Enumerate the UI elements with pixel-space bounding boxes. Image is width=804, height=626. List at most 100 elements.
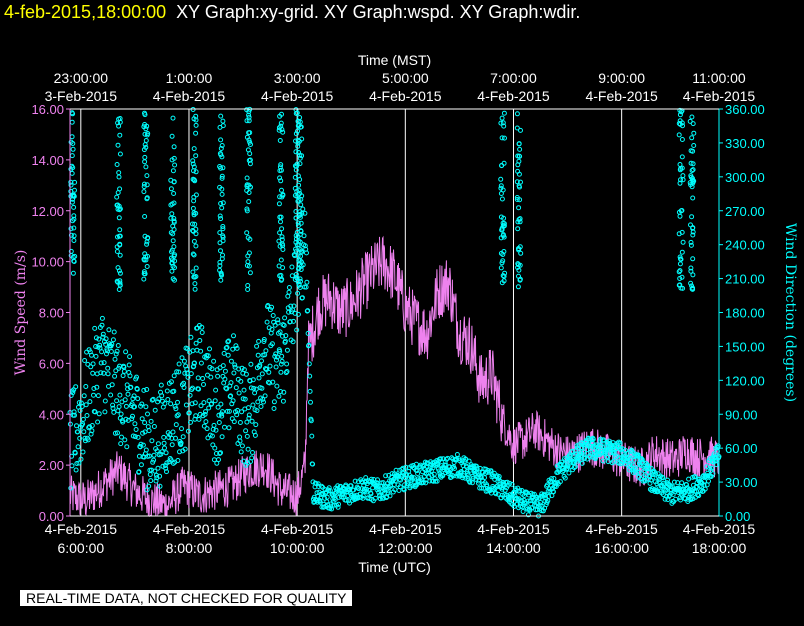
- wind-direction-point: [87, 424, 92, 430]
- wind-direction-point: [172, 265, 177, 271]
- wind-direction-point: [278, 369, 284, 375]
- wind-direction-point: [278, 219, 283, 225]
- wind-direction-point: [356, 486, 362, 492]
- wind-direction-point: [329, 506, 335, 512]
- wind-direction-point: [193, 243, 199, 249]
- wind-direction-point: [226, 408, 232, 414]
- wind-direction-point: [96, 336, 102, 342]
- wind-direction-point: [654, 481, 660, 487]
- wind-direction-point: [109, 341, 115, 347]
- wind-direction-point: [645, 476, 651, 482]
- wind-direction-point: [380, 480, 386, 486]
- wind-direction-point: [635, 452, 641, 458]
- wind-direction-point: [100, 331, 106, 337]
- wind-direction-point: [197, 338, 203, 343]
- top-tick-time: 1:00:00: [166, 70, 213, 86]
- wind-direction-point: [231, 419, 237, 425]
- wind-direction-point: [220, 409, 225, 415]
- wind-direction-point: [168, 215, 174, 221]
- wind-direction-point: [145, 411, 150, 417]
- wind-direction-point: [175, 412, 181, 418]
- wind-direction-point: [517, 488, 523, 494]
- wind-direction-point: [502, 135, 507, 141]
- wind-direction-point: [352, 478, 358, 484]
- wind-direction-point: [78, 456, 84, 462]
- wind-direction-point: [284, 347, 290, 353]
- wind-direction-point: [151, 424, 157, 429]
- wind-direction-point: [362, 486, 367, 492]
- wind-direction-point: [127, 354, 133, 360]
- wind-direction-point: [134, 374, 139, 380]
- wind-direction-point: [183, 402, 189, 408]
- wind-direction-point: [218, 152, 224, 158]
- wind-direction-point: [688, 280, 694, 286]
- wind-direction-point: [278, 162, 284, 168]
- wind-direction-point: [250, 450, 255, 455]
- wind-direction-point: [275, 317, 281, 323]
- wind-direction-point: [285, 293, 291, 299]
- wind-direction-point: [205, 435, 211, 441]
- wind-direction-point: [161, 440, 167, 446]
- wind-direction-point: [192, 400, 198, 406]
- wind-direction-point: [205, 353, 211, 359]
- wind-direction-point: [115, 120, 121, 126]
- wind-direction-point: [514, 111, 520, 117]
- wind-direction-point: [212, 445, 218, 451]
- wind-direction-point: [149, 438, 155, 444]
- wind-direction-point: [594, 442, 599, 448]
- wind-direction-point: [680, 123, 685, 129]
- wind-direction-point: [497, 478, 503, 484]
- wind-direction-point: [188, 371, 194, 377]
- wind-direction-point: [199, 330, 205, 335]
- wind-direction-point: [153, 478, 159, 484]
- wind-direction-point: [220, 226, 226, 232]
- wind-direction-point: [115, 142, 121, 148]
- wind-direction-point: [411, 475, 417, 481]
- wind-direction-point: [185, 428, 191, 434]
- wind-direction-point: [243, 371, 249, 377]
- wind-direction-point: [124, 444, 130, 450]
- wind-direction-point: [279, 226, 285, 232]
- wind-direction-point: [117, 132, 123, 138]
- wind-direction-point: [305, 308, 311, 314]
- wind-direction-point: [185, 374, 191, 380]
- wind-direction-point: [282, 315, 288, 321]
- wind-direction-point: [220, 252, 225, 258]
- wind-direction-point: [586, 437, 592, 443]
- wind-direction-point: [84, 413, 90, 418]
- wind-direction-point: [499, 260, 505, 266]
- wind-direction-point: [313, 481, 319, 487]
- wind-direction-point: [278, 178, 284, 184]
- wind-direction-point: [219, 175, 225, 181]
- wind-direction-point: [246, 114, 252, 120]
- wind-direction-point: [298, 247, 303, 253]
- wind-direction-point: [310, 461, 316, 467]
- wind-direction-point: [190, 221, 195, 227]
- wind-direction-point: [121, 368, 127, 374]
- wind-direction-point: [491, 470, 497, 476]
- bottom-tick-date: 4-Feb-2015: [153, 521, 226, 537]
- wind-direction-point: [220, 233, 226, 239]
- wind-direction-point: [69, 170, 75, 176]
- wind-direction-point: [224, 386, 230, 392]
- wind-direction-point: [93, 353, 99, 359]
- wind-direction-point: [270, 379, 276, 385]
- wind-direction-point: [690, 161, 696, 167]
- wind-direction-point: [244, 206, 250, 212]
- wind-direction-point: [691, 130, 697, 136]
- graph-names-label: XY Graph:xy-grid. XY Graph:wspd. XY Grap…: [176, 2, 581, 22]
- wind-direction-point: [691, 143, 697, 148]
- wind-direction-point: [466, 458, 472, 464]
- wind-direction-point: [297, 239, 303, 245]
- wind-direction-point: [279, 187, 284, 193]
- wind-direction-point: [650, 474, 656, 480]
- wind-direction-point: [297, 155, 303, 161]
- wind-direction-point: [690, 225, 696, 231]
- wind-direction-point: [336, 494, 342, 500]
- wind-direction-point: [286, 285, 292, 290]
- wind-direction-point: [246, 137, 252, 143]
- wind-direction-point: [102, 398, 108, 404]
- wind-direction-point: [216, 412, 222, 418]
- wind-direction-point: [499, 196, 505, 202]
- wind-direction-point: [250, 377, 256, 383]
